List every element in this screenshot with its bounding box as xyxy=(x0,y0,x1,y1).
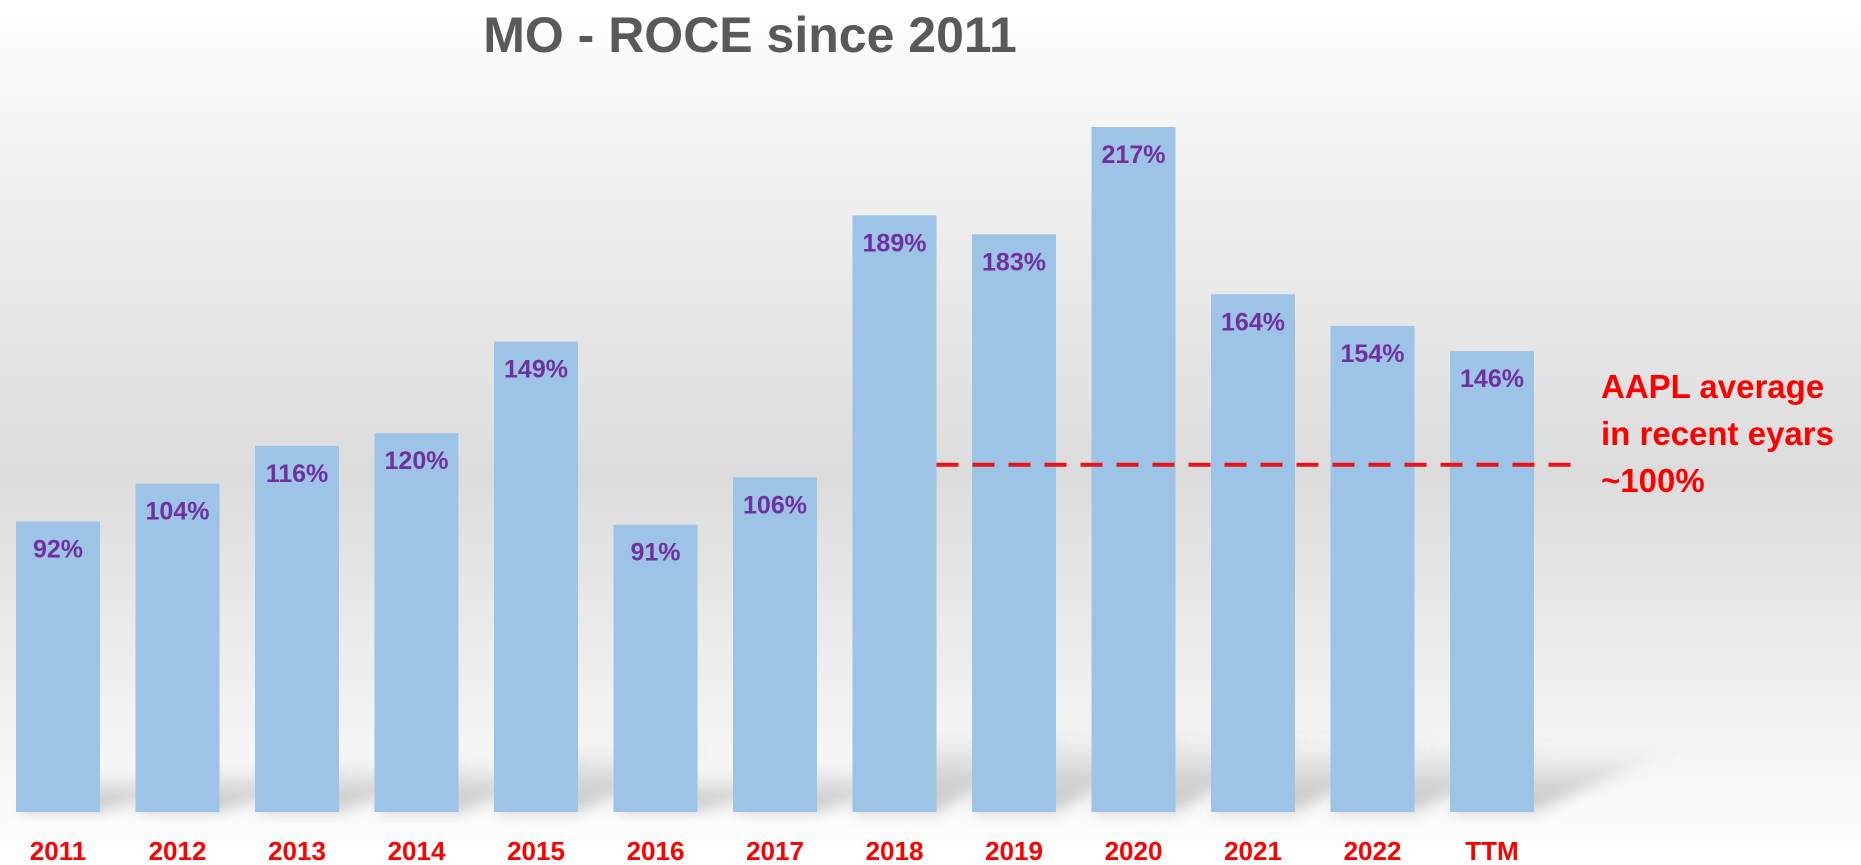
bar-2021 xyxy=(1211,294,1295,812)
category-label-2020: 2020 xyxy=(1105,836,1163,865)
data-label-2021: 164% xyxy=(1221,308,1285,336)
data-label-2015: 149% xyxy=(504,356,568,384)
data-label-2016: 91% xyxy=(630,539,680,567)
bars xyxy=(16,127,1534,813)
bar-2014 xyxy=(374,433,459,812)
category-label-2022: 2022 xyxy=(1344,836,1402,865)
category-label-2013: 2013 xyxy=(268,836,326,865)
data-label-2017: 106% xyxy=(743,491,807,519)
category-label-ttm: TTM xyxy=(1465,836,1518,865)
bar-2019 xyxy=(972,234,1056,812)
category-label-2012: 2012 xyxy=(149,836,207,865)
data-label-ttm: 146% xyxy=(1460,365,1524,393)
category-label-2014: 2014 xyxy=(388,836,446,865)
data-label-2014: 120% xyxy=(385,447,449,475)
bar-2015 xyxy=(494,341,578,812)
annotation-line-2: in recent eyars xyxy=(1601,415,1834,452)
bar-2011 xyxy=(16,521,100,812)
category-label-2018: 2018 xyxy=(866,836,924,865)
bar-2018 xyxy=(852,215,937,813)
data-label-2013: 116% xyxy=(266,460,329,488)
bar-2012 xyxy=(135,483,220,812)
annotation-line-3: ~100% xyxy=(1601,462,1705,499)
category-label-2015: 2015 xyxy=(507,836,565,865)
category-label-2011: 2011 xyxy=(30,836,86,865)
data-label-2022: 154% xyxy=(1341,340,1405,368)
data-label-2020: 217% xyxy=(1102,141,1166,169)
data-label-2012: 104% xyxy=(146,498,210,526)
chart-title: MO - ROCE since 2011 xyxy=(483,7,1017,63)
bar-2013 xyxy=(255,445,339,812)
category-label-2021: 2021 xyxy=(1224,836,1282,865)
data-labels: 92% 104% 116% 120% 149% 91% 106% 189% 183% 217% 16… xyxy=(33,141,1524,567)
bar-2016 xyxy=(613,524,698,812)
category-label-2016: 2016 xyxy=(627,836,685,865)
bar-2017 xyxy=(733,477,817,812)
bar-2022 xyxy=(1330,325,1415,812)
reference-annotation: AAPL average in recent eyars ~100% xyxy=(1601,363,1856,504)
category-axis: 2011 2012 2013 2014 2015 2016 2017 2018 2019 2020… xyxy=(30,836,1519,865)
data-label-2011: 92% xyxy=(33,536,83,564)
annotation-line-1: AAPL average xyxy=(1601,368,1825,405)
data-label-2019: 183% xyxy=(982,248,1046,276)
category-label-2019: 2019 xyxy=(985,836,1043,865)
bar-ttm xyxy=(1450,351,1534,812)
category-label-2017: 2017 xyxy=(746,836,804,865)
bar-2020 xyxy=(1091,127,1176,812)
data-label-2018: 189% xyxy=(863,229,927,257)
